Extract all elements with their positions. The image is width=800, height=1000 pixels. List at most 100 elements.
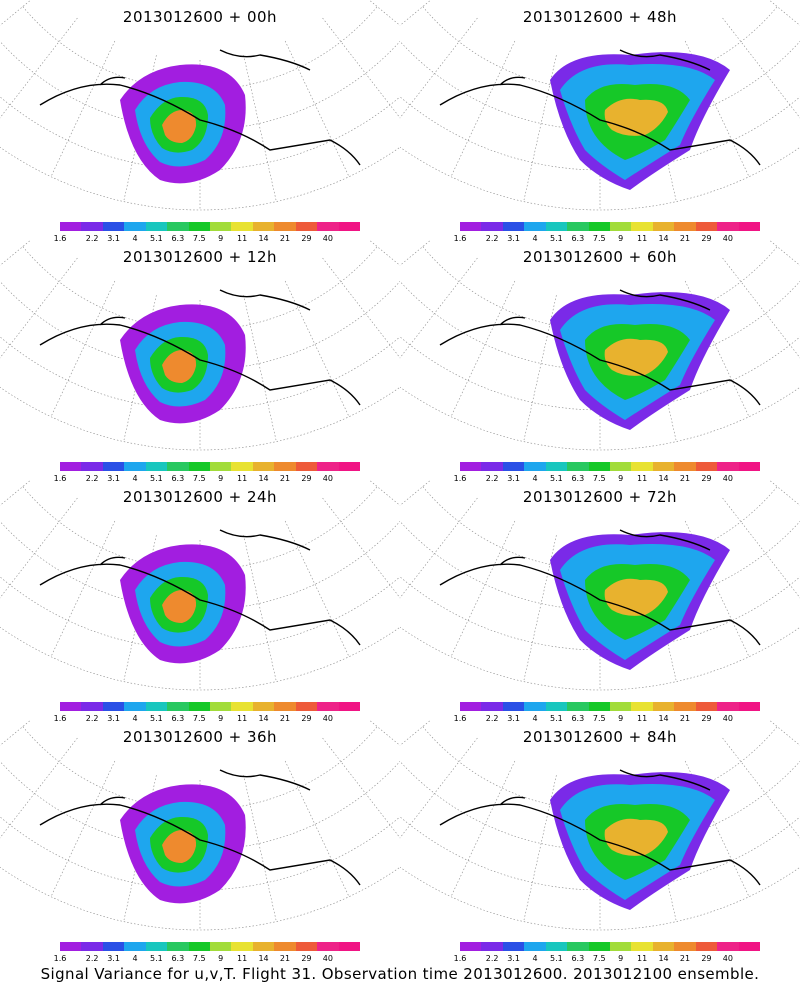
colorbar-swatch [652,222,675,231]
colorbar-tick-label: 3.1 [107,474,120,483]
colorbar-tick-label: 21 [679,714,691,723]
colorbar-tick-label: 40 [322,234,333,243]
forecast-panel: 2013012600 + 36h 1.6 2.2 3.1 4 5.1 6.3 7.5 9 11 14… [0,720,400,963]
colorbar-swatch [317,942,340,951]
variance-field [120,304,246,424]
colorbar-swatch [231,702,254,711]
colorbar-tick-label: 5.1 [150,954,163,963]
colorbar-tick-label: 40 [322,474,333,483]
colorbar-tick-label: 9 [218,954,224,963]
colorbar-tick-label: 4 [132,234,138,243]
variance-map [400,240,800,451]
colorbar-swatch [231,222,254,231]
colorbar-tick-label: 11 [237,234,248,243]
colorbar-tick-label: 6.3 [171,714,185,723]
colorbar-swatch [145,942,168,951]
colorbar-tick-label: 21 [679,234,691,243]
colorbar-swatch [60,942,82,951]
colorbar-swatch [167,702,190,711]
colorbar-tick-label: 9 [618,474,624,483]
colorbar-swatch [210,702,232,711]
colorbar-swatch [60,222,82,231]
variance-field [550,52,730,191]
colorbar-tick-label: 1.6 [453,714,467,723]
colorbar-swatch [567,222,590,231]
variance-field [120,64,246,184]
colorbar-swatch [295,462,318,471]
variance-contour [162,110,197,143]
colorbar-swatch [124,702,147,711]
colorbar-swatch [481,222,504,231]
colorbar-tick-label: 40 [322,954,333,963]
colorbar-swatch [502,462,525,471]
colorbar-swatch [338,462,361,471]
colorbar-swatch [102,222,125,231]
colorbar-tick-label: 5.1 [550,474,563,483]
colorbar-tick-label: 29 [301,474,312,483]
colorbar-tick-label: 3.1 [507,474,520,483]
colorbar-tick-label: 7.5 [592,954,606,963]
panel-title: 2013012600 + 84h [522,728,678,746]
colorbar-swatch [695,702,718,711]
colorbar-swatch [188,462,211,471]
forecast-panel: 2013012600 + 84h 1.6 2.2 3.1 4 5.1 6.3 7.5 9 11 14… [400,720,800,963]
colorbar-tick-label: 14 [258,954,269,963]
colorbar-tick-label: 21 [679,474,691,483]
colorbar-tick-label: 9 [618,714,624,723]
colorbar-swatch [231,942,254,951]
colorbar-tick-label: 2.2 [85,714,99,723]
colorbar-tick-label: 21 [679,954,691,963]
colorbar-swatch [188,702,211,711]
colorbar-tick-label: 9 [218,234,224,243]
colorbar-tick-label: 29 [301,714,312,723]
colorbar-swatch [274,702,297,711]
colorbar-tick-label: 14 [658,474,669,483]
variance-contour [162,350,197,383]
colorbar-swatch [295,702,318,711]
colorbar-tick-label: 14 [258,714,269,723]
colorbar-swatch [145,702,168,711]
colorbar-swatch [567,942,590,951]
colorbar-swatch [610,702,632,711]
colorbar-swatch [317,702,340,711]
colorbar-tick-label: 3.1 [507,714,520,723]
colorbar-tick-label: 1.6 [53,234,67,243]
colorbar-swatch [674,702,697,711]
variance-field [120,544,246,664]
colorbar-swatch [460,702,482,711]
colorbar-swatch [631,702,654,711]
variance-map [0,240,400,451]
colorbar-swatch [252,222,275,231]
colorbar-swatch [252,462,275,471]
colorbar-swatch [545,462,568,471]
colorbar-swatch [502,222,525,231]
colorbar-tick-label: 11 [637,954,648,963]
variance-field [120,784,246,904]
forecast-panel: 2013012600 + 12h 1.6 2.2 3.1 4 5.1 6.3 7.5 9 11 14… [0,240,400,483]
colorbar-swatch [481,702,504,711]
colorbar-tick-label: 14 [258,474,269,483]
colorbar-tick-label: 1.6 [53,954,67,963]
colorbar-tick-label: 9 [218,714,224,723]
variance-map [400,480,800,691]
colorbar-tick-label: 9 [618,954,624,963]
colorbar-tick-label: 2.2 [485,234,499,243]
colorbar-tick-label: 7.5 [592,714,606,723]
colorbar-swatch [738,222,761,231]
colorbar-swatch [738,462,761,471]
colorbar-tick-label: 14 [658,954,669,963]
colorbar-swatch [502,942,525,951]
colorbar-swatch [674,222,697,231]
colorbar-tick-label: 4 [532,474,538,483]
variance-contour [162,830,197,863]
colorbar-tick-label: 5.1 [150,474,163,483]
colorbar-swatch [738,702,761,711]
colorbar-swatch [631,942,654,951]
colorbar-tick-label: 6.3 [171,474,185,483]
colorbar-tick-label: 11 [237,474,248,483]
colorbar-tick-label: 1.6 [453,954,467,963]
colorbar-tick-label: 7.5 [192,954,206,963]
panel-title: 2013012600 + 48h [522,8,678,26]
colorbar-swatch [145,462,168,471]
colorbar-swatch [717,462,740,471]
